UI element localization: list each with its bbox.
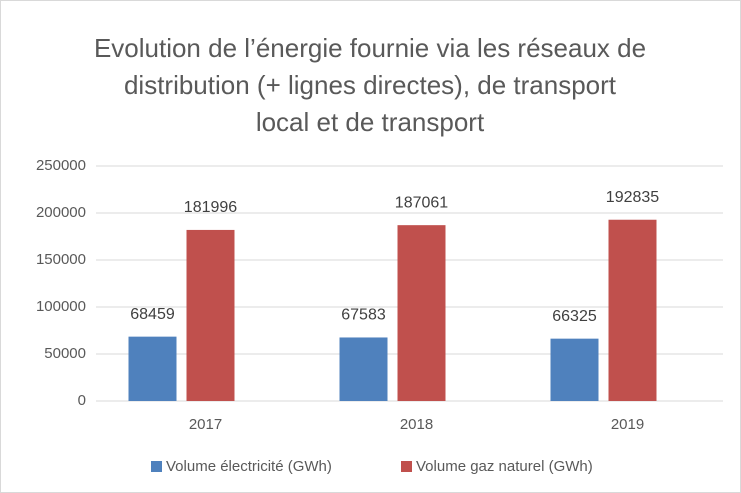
data-label: 66325 [552,308,597,325]
y-tick-label: 100000 [36,298,86,315]
chart-title: Evolution de l’énergie fournie via les r… [94,33,646,63]
bar [608,219,657,401]
x-tick-label: 2017 [189,416,222,433]
bar [128,336,177,401]
chart-title: distribution (+ lignes directes), de tra… [124,70,617,100]
chart-title: local et de transport [256,107,485,137]
bar [186,229,235,401]
y-tick-label: 250000 [36,157,86,174]
data-label: 192835 [606,189,659,206]
x-tick-label: 2019 [611,416,644,433]
y-tick-label: 200000 [36,204,86,221]
data-label: 68459 [130,306,175,323]
legend-label: Volume gaz naturel (GWh) [416,458,593,475]
data-label: 187061 [395,194,448,211]
data-label: 67583 [341,307,386,324]
bar [397,225,446,401]
y-tick-label: 150000 [36,251,86,268]
y-tick-label: 50000 [44,345,86,362]
x-tick-label: 2018 [400,416,433,433]
bar [550,338,599,401]
legend-swatch [151,461,162,472]
y-tick-label: 0 [78,392,86,409]
data-label: 181996 [184,199,237,216]
bar [339,337,388,401]
legend-label: Volume électricité (GWh) [166,458,332,475]
legend-swatch [401,461,412,472]
